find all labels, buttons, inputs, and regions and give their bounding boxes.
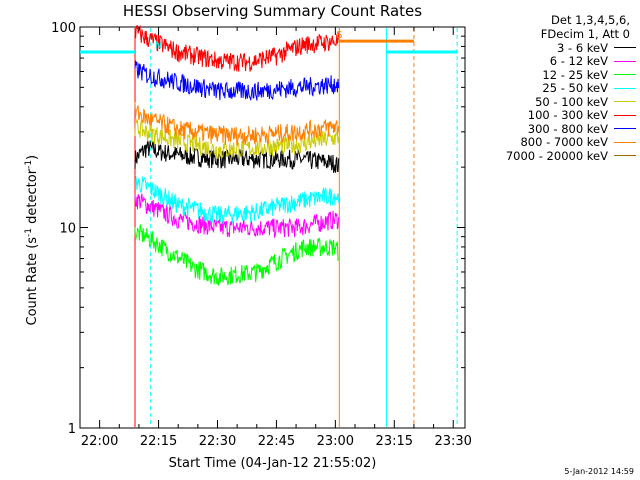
legend-label: 300 - 800 keV xyxy=(527,121,608,136)
x-tick-label: 23:00 xyxy=(317,434,354,449)
y-tick-label: 10 xyxy=(59,222,76,237)
legend: Det 1,3,4,5,6, FDecim 1, Att 0 3 - 6 keV… xyxy=(478,13,638,163)
y-tick-label: 100 xyxy=(51,21,76,36)
annotations: NS xyxy=(155,30,343,52)
legend-label: 800 - 7000 keV xyxy=(520,135,608,150)
x-tick-label: 22:45 xyxy=(258,434,295,449)
y-axis-label-part: Count Rate (s xyxy=(25,236,41,326)
plot-frame xyxy=(79,26,466,429)
legend-entry: 3 - 6 keV xyxy=(478,41,638,55)
legend-swatch xyxy=(614,114,636,116)
x-axis-label: Start Time (04-Jan-12 21:55:02) xyxy=(168,456,377,471)
y-axis-label-sup: -1 xyxy=(23,159,34,169)
legend-label: 12 - 25 keV xyxy=(542,67,608,82)
x-tick-label: 22:15 xyxy=(140,434,177,449)
legend-entry: 12 - 25 keV xyxy=(478,68,638,82)
x-tick-label: 23:15 xyxy=(376,434,413,449)
legend-label: 6 - 12 keV xyxy=(549,54,608,69)
y-axis-label-part: ) xyxy=(25,154,41,160)
series-line xyxy=(134,193,340,239)
timestamp: 5-Jan-2012 14:59 xyxy=(564,467,634,476)
legend-swatch xyxy=(614,155,636,157)
legend-swatch xyxy=(614,87,636,89)
flat-segments xyxy=(80,39,458,54)
legend-label: 100 - 300 keV xyxy=(527,108,608,123)
y-tick-label: 1 xyxy=(68,422,76,437)
legend-swatch xyxy=(614,60,636,62)
series-line xyxy=(134,102,340,147)
series-line xyxy=(134,24,340,72)
legend-entry: 25 - 50 keV xyxy=(478,81,638,96)
legend-swatch xyxy=(614,47,636,49)
series-line xyxy=(134,223,340,286)
legend-label: 7000 - 20000 keV xyxy=(505,148,608,163)
legend-entry: 50 - 100 keV xyxy=(478,95,638,109)
vertical-markers xyxy=(134,28,458,427)
y-axis-label-part: detector xyxy=(25,168,41,228)
x-tick-label: 22:00 xyxy=(81,434,118,449)
x-tick-label: 23:30 xyxy=(434,434,471,449)
legend-swatch xyxy=(614,141,636,143)
legend-entry: 6 - 12 keV xyxy=(478,54,638,69)
legend-swatch xyxy=(614,128,636,130)
legend-swatch xyxy=(614,101,636,103)
legend-header-line: Det 1,3,4,5,6, xyxy=(551,13,630,27)
legend-swatch xyxy=(614,74,636,76)
legend-header-line: FDecim 1, Att 0 xyxy=(540,26,630,41)
legend-entry: 800 - 7000 keV xyxy=(478,135,638,150)
annotation-label: N xyxy=(155,41,162,52)
series-line xyxy=(134,60,340,101)
x-tick-label: 22:30 xyxy=(199,434,236,449)
y-axis-label: Count Rate (s-1 detector-1) xyxy=(24,140,40,340)
legend-label: 3 - 6 keV xyxy=(557,40,608,55)
series-line xyxy=(134,174,340,225)
annotation-label: S xyxy=(336,30,342,41)
series-line xyxy=(134,140,340,173)
chart-title: HESSI Observing Summary Count Rates xyxy=(122,2,423,20)
legend-label: 25 - 50 keV xyxy=(542,81,608,96)
x-axis: 22:00 22:15 22:30 22:45 23:00 23:15 23:30 xyxy=(79,27,472,449)
legend-entry: 7000 - 20000 keV xyxy=(478,149,638,163)
legend-entry: 100 - 300 keV xyxy=(478,108,638,123)
series-group xyxy=(134,24,340,286)
legend-entry: 300 - 800 keV xyxy=(478,122,638,136)
legend-label: 50 - 100 keV xyxy=(535,94,608,109)
y-axis: 1 10 100 xyxy=(51,21,465,437)
y-axis-label-sup: -1 xyxy=(23,227,34,237)
legend-entries: 3 - 6 keV 6 - 12 keV 12 - 25 keV 25 - 50 ke… xyxy=(478,41,638,163)
